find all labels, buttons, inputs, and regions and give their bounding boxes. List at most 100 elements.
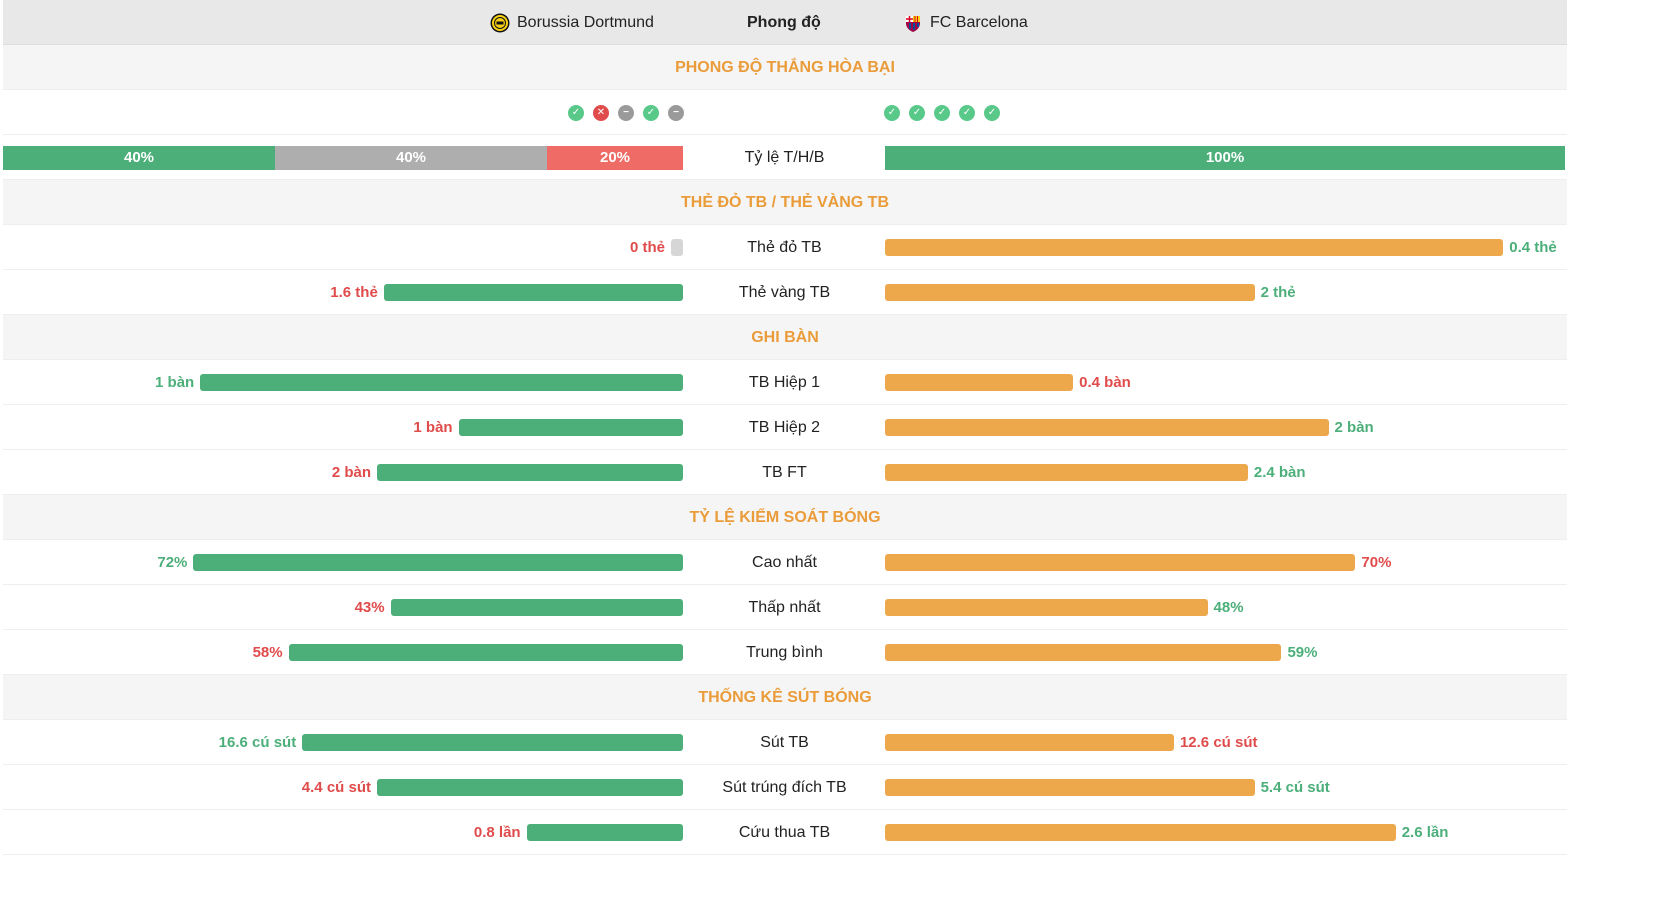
away-stat-bar <box>885 284 1255 301</box>
away-team[interactable]: FC Barcelona <box>903 0 1028 45</box>
away-stat-bar <box>885 554 1356 571</box>
stat-label: TB FT <box>762 464 807 481</box>
win-result-icon: ✓ <box>909 104 925 121</box>
home-team[interactable]: Borussia Dortmund <box>490 0 654 45</box>
home-stat-value: 72% <box>157 554 188 571</box>
stat-label: Sút trúng đích TB <box>722 779 847 796</box>
stat-row: 0 thẻ Thẻ đỏ TB 0.4 thẻ <box>3 225 1567 270</box>
barcelona-crest-icon <box>906 15 920 32</box>
away-stat-bar <box>885 644 1282 661</box>
away-stat-value: 12.6 cú sút <box>1179 734 1258 751</box>
away-stat-value: 70% <box>1361 554 1392 571</box>
draw-result-icon: − <box>668 104 684 121</box>
away-stat-bar <box>885 374 1074 391</box>
ratio-row: 40% 40% 20% Tỷ lệ T/H/B 100% <box>3 135 1567 180</box>
stat-label: Thẻ vàng TB <box>738 284 831 301</box>
home-stat-bar <box>458 419 683 436</box>
draw-result-icon: − <box>618 104 634 121</box>
away-stat-value: 2.6 lần <box>1401 824 1449 841</box>
stat-label: TB Hiệp 2 <box>748 419 821 436</box>
win-result-icon: ✓ <box>934 104 950 121</box>
away-stat-value: 2 thẻ <box>1260 284 1296 301</box>
win-result-icon: ✓ <box>984 104 1000 121</box>
home-ratio-win-segment: 40% <box>3 146 275 170</box>
away-stat-bar <box>885 464 1248 481</box>
win-result-icon: ✓ <box>959 104 975 121</box>
win-result-icon: ✓ <box>568 104 584 121</box>
stat-label: Trung bình <box>746 644 823 661</box>
stat-row: 1 bàn TB Hiệp 2 2 bàn <box>3 405 1567 450</box>
home-stat-value: 58% <box>252 644 283 661</box>
away-stat-value: 0.4 bàn <box>1079 374 1131 391</box>
away-form-icons: ✓ ✓ ✓ ✓ ✓ <box>884 90 1000 135</box>
away-stat-bar <box>885 824 1396 841</box>
away-stat-bar <box>885 599 1208 616</box>
home-ratio-loss-segment: 20% <box>547 146 683 170</box>
page-title: Phong độ <box>747 14 821 31</box>
win-result-icon: ✓ <box>643 104 659 121</box>
section-goals-title: GHI BÀN <box>3 315 1567 360</box>
home-stat-value: 1 bàn <box>413 419 453 436</box>
stat-row: 58% Trung bình 59% <box>3 630 1567 675</box>
stat-row: 43% Thấp nhất 48% <box>3 585 1567 630</box>
stat-row: 16.6 cú sút Sút TB 12.6 cú sút <box>3 720 1567 765</box>
bvb-crest-icon <box>490 13 510 32</box>
home-stat-value: 1 bàn <box>155 374 195 391</box>
section-cards-title: THẺ ĐỎ TB / THẺ VÀNG TB <box>3 180 1567 225</box>
home-stat-bar <box>288 644 683 661</box>
home-stat-bar <box>377 779 683 796</box>
stat-row: 2 bàn TB FT 2.4 bàn <box>3 450 1567 495</box>
home-stat-bar <box>193 554 683 571</box>
home-stat-value: 1.6 thẻ <box>330 284 378 301</box>
home-stat-value: 2 bàn <box>331 464 371 481</box>
stat-row: 1 bàn TB Hiệp 1 0.4 bàn <box>3 360 1567 405</box>
home-stat-bar <box>302 734 683 751</box>
home-form-icons: ✓ ✕ − ✓ − <box>568 90 684 135</box>
stat-label: Cao nhất <box>752 554 817 571</box>
away-stat-value: 0.4 thẻ <box>1509 239 1557 256</box>
loss-result-icon: ✕ <box>593 104 609 121</box>
stat-label: Sút TB <box>760 734 809 751</box>
home-stat-value: 16.6 cú sút <box>218 734 297 751</box>
section-shots-title: THỐNG KÊ SÚT BÓNG <box>3 675 1567 720</box>
home-stat-value: 43% <box>354 599 385 616</box>
stat-row: 0.8 lần Cứu thua TB 2.6 lần <box>3 810 1567 855</box>
section-possession-title: TỶ LỆ KIỂM SOÁT BÓNG <box>3 495 1567 540</box>
section-form-title: PHONG ĐỘ THẮNG HÒA BẠI <box>3 45 1567 90</box>
away-stat-value: 2 bàn <box>1334 419 1374 436</box>
form-row: ✓ ✕ − ✓ − ✓ ✓ ✓ ✓ ✓ <box>3 90 1567 135</box>
stat-label: Thấp nhất <box>748 599 821 616</box>
comparison-header: Borussia Dortmund Phong độ FC Barcelona <box>3 0 1567 45</box>
away-stat-bar <box>885 239 1504 256</box>
home-stat-bar <box>377 464 683 481</box>
home-stat-value: 4.4 cú sút <box>301 779 371 796</box>
win-result-icon: ✓ <box>884 104 900 121</box>
away-stat-bar <box>885 419 1329 436</box>
away-stat-value: 48% <box>1213 599 1244 616</box>
stat-label: Cứu thua TB <box>738 824 831 841</box>
away-team-name: FC Barcelona <box>930 13 1028 31</box>
away-stat-value: 59% <box>1287 644 1318 661</box>
stat-groups: THẺ ĐỎ TB / THẺ VÀNG TB 0 thẻ Thẻ đỏ TB 0.4… <box>3 180 1567 855</box>
home-stat-value: 0.8 lần <box>473 824 521 841</box>
home-stat-bar <box>383 284 683 301</box>
home-stat-value: 0 thẻ <box>629 239 665 256</box>
home-stat-bar <box>200 374 683 391</box>
home-stat-bar <box>390 599 683 616</box>
away-stat-bar <box>885 779 1255 796</box>
away-stat-value: 2.4 bàn <box>1253 464 1306 481</box>
home-team-name: Borussia Dortmund <box>517 13 654 31</box>
ratio-label: Tỷ lệ T/H/B <box>744 149 825 166</box>
home-ratio-draw-segment: 40% <box>275 146 547 170</box>
stat-row: 4.4 cú sút Sút trúng đích TB 5.4 cú sút <box>3 765 1567 810</box>
stat-label: Thẻ đỏ TB <box>747 239 822 256</box>
home-stat-bar <box>526 824 683 841</box>
stat-label: TB Hiệp 1 <box>748 374 821 391</box>
stat-row: 72% Cao nhất 70% <box>3 540 1567 585</box>
away-stat-value: 5.4 cú sút <box>1260 779 1330 796</box>
away-stat-bar <box>885 734 1174 751</box>
home-stat-bar <box>671 239 683 256</box>
stat-row: 1.6 thẻ Thẻ vàng TB 2 thẻ <box>3 270 1567 315</box>
away-ratio-win-segment: 100% <box>885 146 1565 170</box>
stats-comparison-panel: Borussia Dortmund Phong độ FC Barcelona … <box>3 0 1567 855</box>
